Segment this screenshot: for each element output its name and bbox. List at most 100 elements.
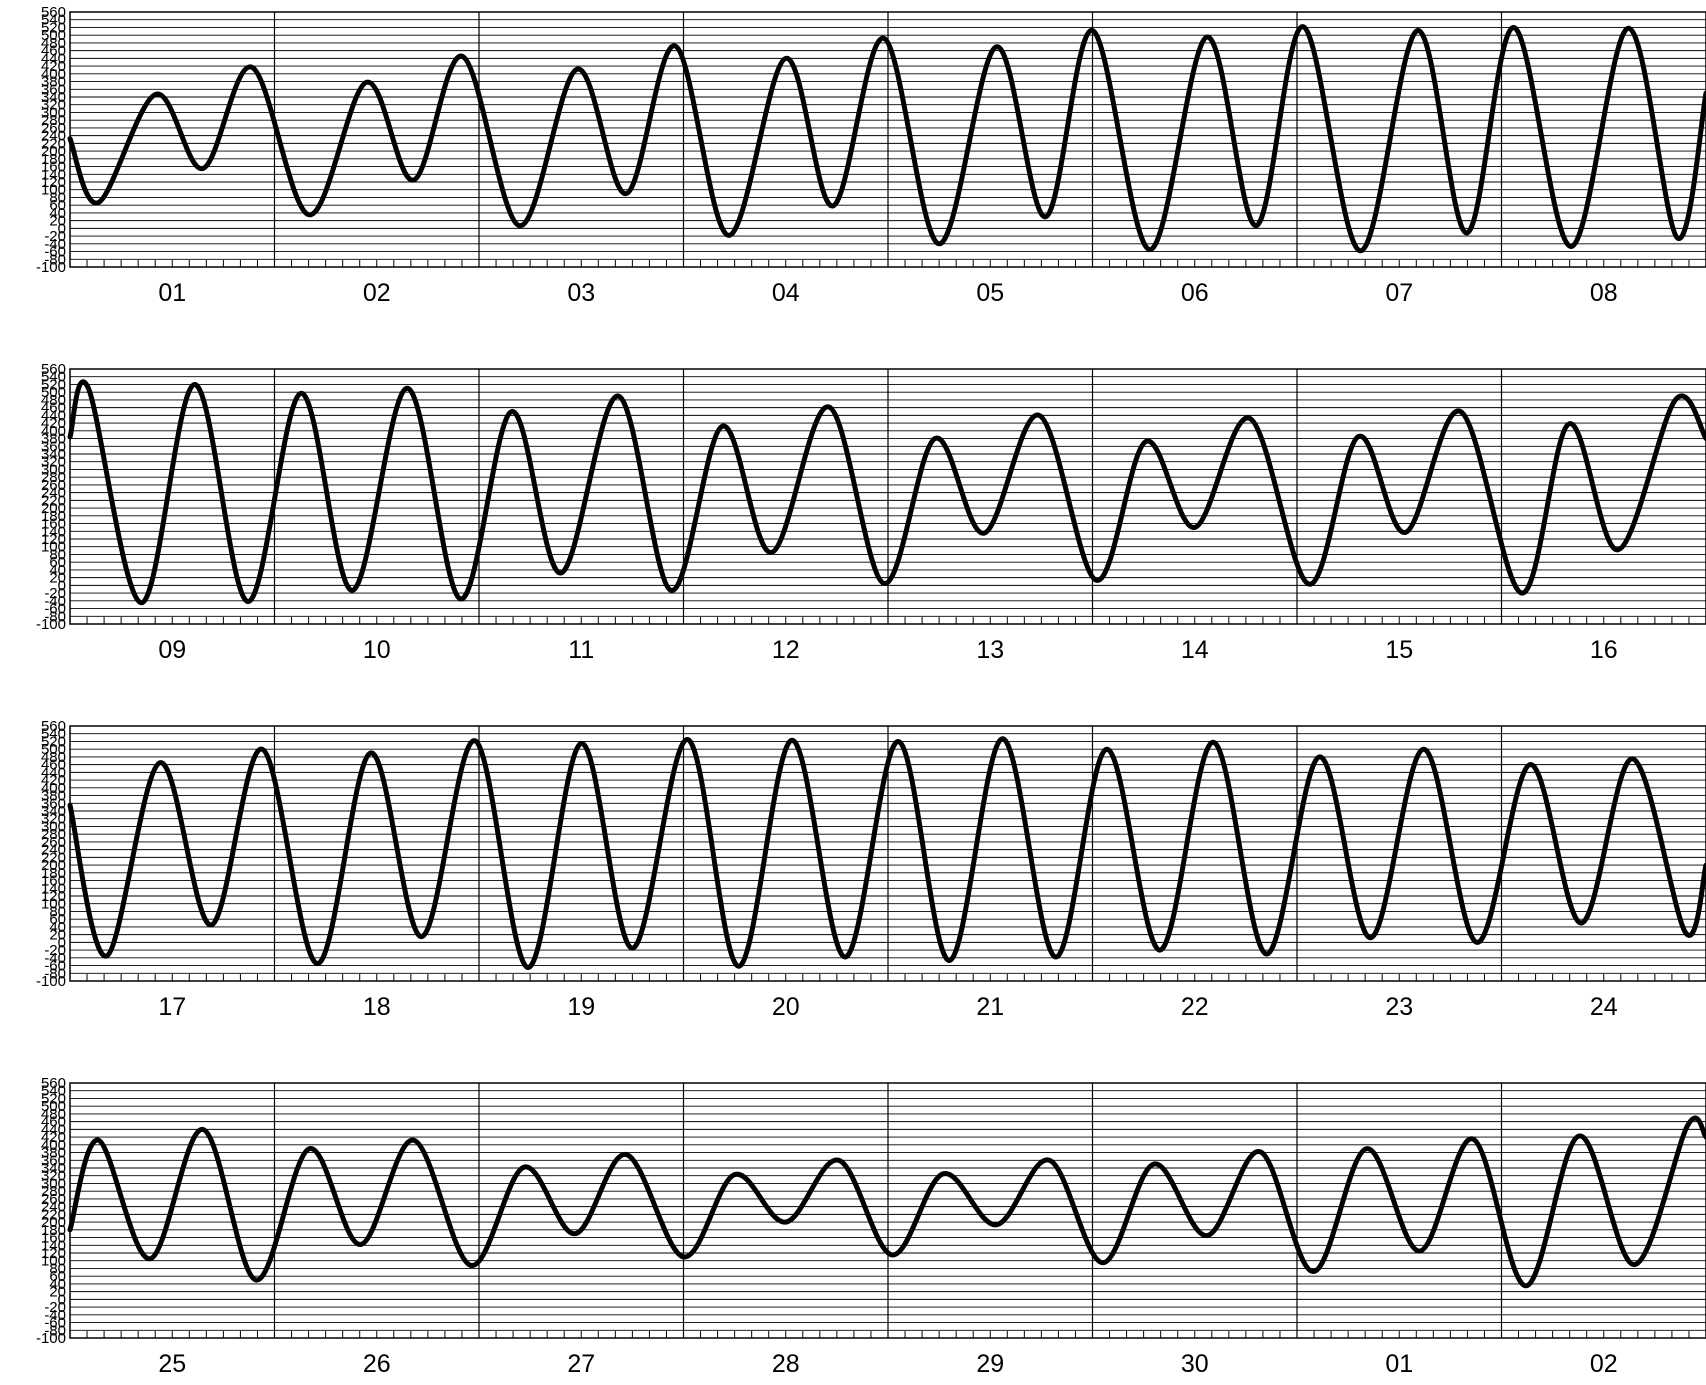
y-tick-label: 280 <box>41 1183 66 1200</box>
y-tick-label: 200 <box>41 500 66 517</box>
chart-panel-3: -100-80-60-40-20020406080100120140160180… <box>36 718 1706 1021</box>
y-tick-label: 380 <box>41 1145 66 1162</box>
y-tick-label: 100 <box>41 182 66 199</box>
y-tick-label: -40 <box>44 1307 66 1324</box>
y-tick-label: 480 <box>41 1106 66 1123</box>
plot-frame <box>69 725 1706 982</box>
y-tick-label: 0 <box>58 934 66 951</box>
y-tick-label: 500 <box>41 1098 66 1115</box>
y-tick-label: -80 <box>44 251 66 268</box>
x-day-label: 02 <box>363 279 391 307</box>
x-day-label: 22 <box>1181 993 1209 1021</box>
x-day-label: 13 <box>976 636 1004 664</box>
y-tick-label: -20 <box>44 942 66 959</box>
y-tick-label: -40 <box>44 593 66 610</box>
y-tick-label: 140 <box>41 523 66 540</box>
x-day-label: 15 <box>1385 636 1413 664</box>
chart-panel-2: -100-80-60-40-20020406080100120140160180… <box>36 361 1706 664</box>
y-tick-label: 220 <box>41 492 66 509</box>
y-tick-label: 240 <box>41 1199 66 1216</box>
y-tick-label: 260 <box>41 1191 66 1208</box>
y-tick-label: 320 <box>41 1168 66 1185</box>
y-tick-label: 140 <box>41 166 66 183</box>
y-tick-label: 220 <box>41 849 66 866</box>
x-day-label: 01 <box>158 279 186 307</box>
y-tick-label: 180 <box>41 1222 66 1239</box>
y-tick-label: 200 <box>41 857 66 874</box>
y-tick-label: 340 <box>41 89 66 106</box>
y-tick-label: 100 <box>41 1253 66 1270</box>
y-tick-label: 20 <box>49 927 66 944</box>
y-tick-label: -60 <box>44 1315 66 1332</box>
y-tick-label: 520 <box>41 733 66 750</box>
y-tick-label: 460 <box>41 400 66 417</box>
y-tick-label: 100 <box>41 896 66 913</box>
y-tick-label: 120 <box>41 531 66 548</box>
y-tick-label: 400 <box>41 66 66 83</box>
y-tick-label: 340 <box>41 803 66 820</box>
y-tick-label: 500 <box>41 741 66 758</box>
y-tick-label: 340 <box>41 446 66 463</box>
chart-panel-1: -100-80-60-40-20020406080100120140160180… <box>36 4 1706 307</box>
y-tick-label: 320 <box>41 97 66 114</box>
y-tick-label: 360 <box>41 438 66 455</box>
y-tick-label: 480 <box>41 35 66 52</box>
y-tick-label: 80 <box>49 903 66 920</box>
y-tick-label: -20 <box>44 228 66 245</box>
y-tick-label: 140 <box>41 1237 66 1254</box>
y-tick-label: 40 <box>49 1276 66 1293</box>
y-tick-label: 300 <box>41 818 66 835</box>
y-tick-label: -80 <box>44 965 66 982</box>
y-tick-label: 160 <box>41 516 66 533</box>
y-tick-label: 40 <box>49 562 66 579</box>
y-tick-label: 440 <box>41 764 66 781</box>
y-tick-label: 560 <box>41 4 66 21</box>
y-tick-label: 360 <box>41 81 66 98</box>
y-tick-label: 520 <box>41 1090 66 1107</box>
y-tick-label: 160 <box>41 1230 66 1247</box>
y-tick-label: 360 <box>41 795 66 812</box>
x-day-label: 28 <box>772 1350 800 1378</box>
y-tick-label: -100 <box>36 973 66 990</box>
y-tick-label: 560 <box>41 361 66 378</box>
x-day-label: 30 <box>1181 1350 1209 1378</box>
y-tick-label: 400 <box>41 423 66 440</box>
y-tick-label: 540 <box>41 726 66 743</box>
y-tick-label: 60 <box>49 1268 66 1285</box>
x-day-label: 12 <box>772 636 800 664</box>
y-tick-label: -80 <box>44 608 66 625</box>
y-tick-label: 340 <box>41 1160 66 1177</box>
series-line <box>67 1115 1706 1289</box>
y-tick-label: 520 <box>41 376 66 393</box>
series-line <box>67 379 1706 606</box>
y-tick-label: 0 <box>58 220 66 237</box>
x-day-label: 27 <box>567 1350 595 1378</box>
series-line <box>67 736 1706 971</box>
y-tick-label: 20 <box>49 213 66 230</box>
y-tick-label: 440 <box>41 407 66 424</box>
y-tick-label: 120 <box>41 174 66 191</box>
x-day-label: 03 <box>567 279 595 307</box>
y-tick-label: 260 <box>41 120 66 137</box>
x-day-label: 09 <box>158 636 186 664</box>
y-tick-label: 40 <box>49 205 66 222</box>
y-tick-label: 360 <box>41 1152 66 1169</box>
chart-panel-4: -100-80-60-40-20020406080100120140160180… <box>36 1075 1706 1378</box>
y-tick-label: 260 <box>41 477 66 494</box>
x-day-label: 23 <box>1385 993 1413 1021</box>
y-tick-label: 40 <box>49 919 66 936</box>
y-tick-label: 20 <box>49 570 66 587</box>
y-tick-label: 260 <box>41 834 66 851</box>
y-tick-label: 220 <box>41 1206 66 1223</box>
y-tick-label: -100 <box>36 616 66 633</box>
y-tick-label: 420 <box>41 415 66 432</box>
y-tick-label: 480 <box>41 749 66 766</box>
y-tick-label: 80 <box>49 1260 66 1277</box>
y-tick-label: 440 <box>41 1121 66 1138</box>
y-tick-label: 300 <box>41 461 66 478</box>
y-tick-label: 280 <box>41 112 66 129</box>
y-tick-label: 420 <box>41 58 66 75</box>
y-tick-label: 320 <box>41 811 66 828</box>
x-day-label: 11 <box>568 636 594 664</box>
y-tick-label: 480 <box>41 392 66 409</box>
